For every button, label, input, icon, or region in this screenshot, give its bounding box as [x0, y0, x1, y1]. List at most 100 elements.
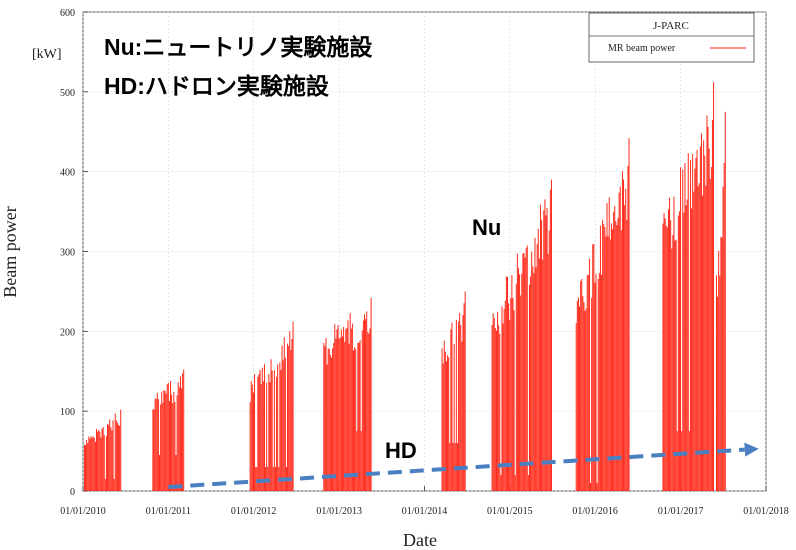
beam-bar — [526, 245, 528, 491]
beam-bar — [326, 364, 328, 491]
beam-bar — [495, 330, 497, 491]
beam-bar — [449, 443, 451, 491]
beam-bar — [603, 223, 605, 492]
beam-bar — [357, 342, 359, 491]
beam-bar — [590, 483, 592, 491]
beam-bar — [699, 146, 701, 492]
beam-bar — [445, 361, 447, 491]
beam-bar — [165, 393, 167, 491]
beam-bar — [341, 336, 343, 491]
beam-bar — [525, 248, 527, 491]
beam-bar — [628, 138, 630, 491]
beam-bar — [514, 475, 516, 491]
x-tick-label: 01/01/2010 — [60, 506, 106, 517]
beam-bar — [103, 434, 105, 491]
beam-bar — [532, 266, 534, 491]
beam-bar — [174, 402, 176, 491]
beam-bar — [521, 273, 523, 491]
beam-bar — [266, 382, 268, 491]
beam-bar — [499, 333, 501, 491]
beam-bar — [685, 205, 687, 491]
beam-bar — [279, 362, 281, 491]
beam-bar — [441, 348, 443, 491]
beam-bar — [88, 436, 90, 491]
beam-bar — [722, 186, 724, 491]
beam-bar — [290, 350, 292, 491]
beam-bar — [497, 311, 499, 491]
beam-bar — [545, 215, 547, 491]
beam-bar — [284, 357, 286, 491]
beam-bar — [119, 425, 121, 491]
beam-bar — [598, 273, 600, 491]
beam-bar — [673, 196, 675, 491]
beam-bar — [277, 364, 279, 491]
beam-bar — [344, 342, 346, 491]
beam-bar — [154, 398, 156, 491]
beam-bar — [501, 306, 503, 491]
beam-bar — [361, 330, 363, 491]
beam-bar — [493, 318, 495, 491]
beam-bar — [586, 275, 588, 491]
beam-bar — [251, 384, 253, 491]
beam-bar — [170, 381, 172, 491]
beam-bar — [113, 479, 115, 491]
beam-bar — [503, 308, 505, 491]
beam-bar — [91, 437, 93, 491]
beam-bar — [453, 343, 455, 491]
beam-bar — [607, 236, 609, 491]
beam-bar — [366, 311, 368, 491]
beam-bar — [287, 343, 289, 491]
beam-bar — [510, 298, 512, 491]
beam-bar — [171, 394, 173, 491]
beam-bar — [671, 248, 673, 491]
beam-bar — [710, 167, 712, 492]
beam-bar — [283, 337, 285, 491]
beam-bar — [528, 284, 530, 491]
beam-bar — [152, 409, 154, 491]
beam-bar — [505, 276, 507, 491]
beam-bar — [356, 431, 358, 492]
beam-bar — [624, 205, 626, 491]
beam-bar — [355, 348, 357, 491]
run-2015-10 — [575, 138, 630, 492]
beam-bar — [272, 467, 274, 491]
beam-bar — [689, 160, 691, 491]
y-tick-label: 300 — [60, 248, 75, 259]
annotation-hd-legend: HD:ハドロン実験施設 — [104, 73, 330, 99]
hd-trend — [168, 442, 759, 490]
beam-bar — [459, 313, 461, 491]
beam-bar — [674, 240, 676, 491]
beam-bar — [667, 209, 669, 491]
beam-bar — [99, 431, 101, 491]
beam-bar — [365, 319, 367, 491]
beam-bar — [615, 221, 617, 492]
beam-bar — [527, 475, 529, 491]
beam-bar — [530, 276, 532, 491]
x-tick-label: 01/01/2013 — [316, 506, 362, 517]
beam-bar — [350, 328, 352, 491]
beam-bar — [178, 387, 180, 491]
beam-bar — [605, 236, 607, 491]
beam-bar — [269, 382, 271, 491]
beam-bar — [273, 370, 275, 491]
beam-bar — [162, 402, 164, 491]
beam-bar — [677, 215, 679, 492]
beam-bar — [715, 275, 717, 491]
beam-bar — [343, 327, 345, 491]
beam-bar — [360, 431, 362, 492]
beam-bar — [537, 228, 539, 491]
beam-bar — [172, 403, 174, 491]
beam-bar — [452, 443, 454, 491]
beam-bar — [541, 219, 543, 492]
beam-bar — [606, 203, 608, 491]
beam-bar — [324, 346, 326, 491]
beam-bar — [549, 189, 551, 491]
beam-bar — [280, 369, 282, 491]
legend-box — [588, 12, 755, 63]
beam-bar — [160, 404, 162, 491]
beam-bar — [155, 398, 157, 491]
x-axis-label: Date — [403, 530, 437, 550]
beam-bar — [702, 195, 704, 492]
beam-bar — [709, 178, 711, 492]
beam-bar — [683, 212, 685, 491]
